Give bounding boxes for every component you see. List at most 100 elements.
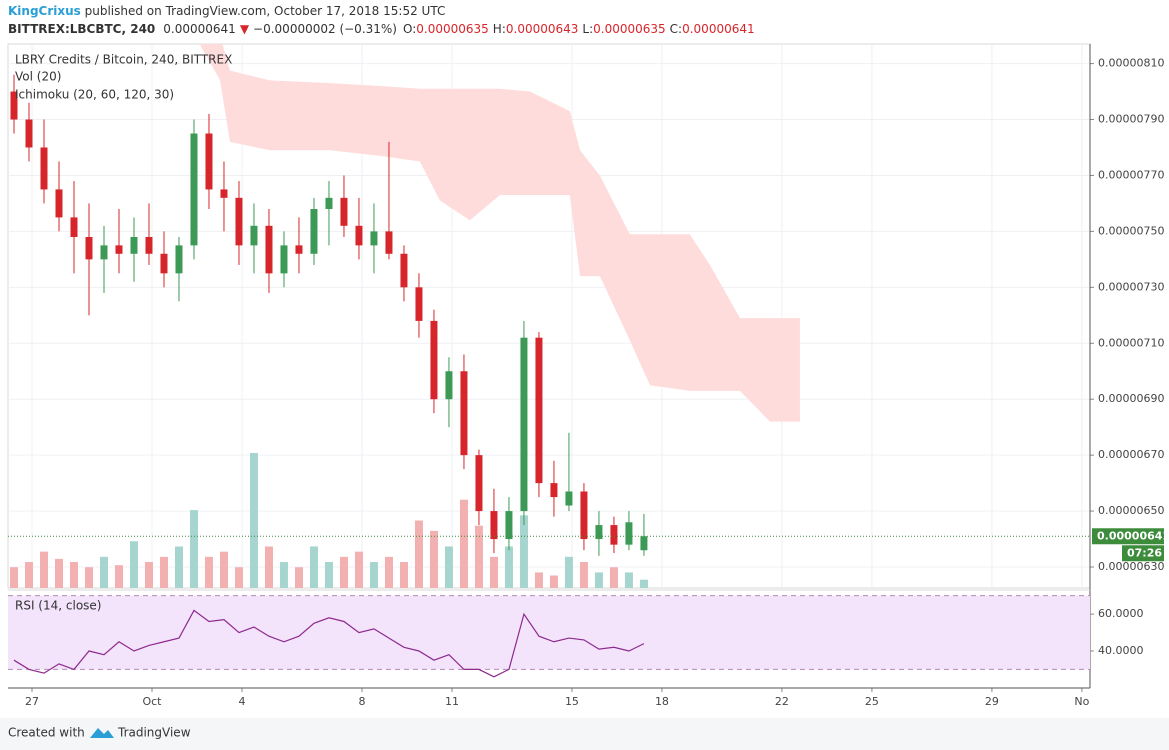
ichimoku-label: Ichimoku (20, 60, 120, 30) xyxy=(15,88,174,102)
volume-bar xyxy=(234,567,243,588)
x-tick-label: 18 xyxy=(655,695,669,708)
y-tick-label: 0.00000710 xyxy=(1098,336,1164,349)
volume-bar xyxy=(534,572,543,588)
y-tick-label: 0.00000770 xyxy=(1098,168,1164,181)
y-tick-label: 0.00000690 xyxy=(1098,392,1164,405)
candle-body xyxy=(565,491,573,506)
y-tick-label: 0.00000810 xyxy=(1098,57,1164,70)
volume-bar xyxy=(429,530,438,588)
volume-bar xyxy=(504,546,513,588)
volume-bar xyxy=(549,575,558,588)
volume-bar xyxy=(354,551,363,588)
candle-body xyxy=(265,225,273,274)
volume-bar xyxy=(294,567,303,588)
candle-body xyxy=(400,253,408,288)
candle-body xyxy=(25,119,33,148)
ohlc-value: 0.00000643 xyxy=(506,22,579,36)
logo xyxy=(90,728,114,738)
candle-body xyxy=(40,147,48,190)
candle-body xyxy=(625,522,633,545)
volume-bar xyxy=(99,556,108,588)
volume-bar xyxy=(84,567,93,588)
x-tick-label: 22 xyxy=(775,695,789,708)
volume-bar xyxy=(339,556,348,588)
volume-bar xyxy=(69,562,78,588)
volume-bar xyxy=(249,453,258,588)
x-tick-label: 29 xyxy=(985,695,999,708)
candle-body xyxy=(145,236,153,254)
volume-bar xyxy=(144,562,153,588)
symbol: BITTREX:LBCBTC, 240 xyxy=(8,22,155,36)
volume-bar xyxy=(624,572,633,588)
candle-body xyxy=(310,209,318,254)
x-tick-label: 25 xyxy=(865,695,879,708)
rsi-label: RSI (14, close) xyxy=(15,599,101,613)
candle-body xyxy=(460,371,468,456)
countdown-box xyxy=(1122,545,1164,562)
last-price-box xyxy=(1092,528,1164,545)
volume-bar xyxy=(474,525,483,588)
candle-body xyxy=(580,491,588,540)
author[interactable]: KingCrixus xyxy=(8,4,81,18)
last-price-label: 0.00000641 xyxy=(1097,529,1169,542)
candle-body xyxy=(385,231,393,254)
candle-body xyxy=(100,245,108,260)
ichimoku-cloud xyxy=(199,44,800,422)
ohlc-value: 0.00000641 xyxy=(682,22,755,36)
published: published on TradingView.com, October 17… xyxy=(81,4,446,18)
candle-body xyxy=(430,320,438,400)
candle-body xyxy=(475,455,483,512)
volume-bar xyxy=(114,565,123,588)
candle-body xyxy=(535,337,543,484)
x-tick-label: Oct xyxy=(142,695,162,708)
candle-body xyxy=(205,133,213,190)
volume-bar xyxy=(399,562,408,588)
candle-body xyxy=(355,225,363,246)
y-tick-label: 0.00000670 xyxy=(1098,448,1164,461)
candle-body xyxy=(550,483,558,498)
candle-body xyxy=(10,91,18,120)
volume-bar xyxy=(594,572,603,588)
candle-body xyxy=(325,197,333,210)
candle-body xyxy=(190,133,198,246)
volume-bar xyxy=(324,562,333,588)
volume-bar xyxy=(369,562,378,588)
volume-bar xyxy=(639,579,648,588)
footer-brand[interactable]: TradingView xyxy=(117,726,191,740)
volume-bar xyxy=(459,499,468,588)
y-tick-label: 0.00000650 xyxy=(1098,504,1164,517)
candle-body xyxy=(55,189,63,218)
candle-body xyxy=(295,245,303,254)
x-tick-label: 27 xyxy=(25,695,39,708)
volume-bar xyxy=(414,520,423,588)
volume-bar xyxy=(39,551,48,588)
candle-body xyxy=(70,217,78,237)
rsi-line xyxy=(13,609,645,678)
x-tick-label: 8 xyxy=(358,695,365,708)
footer-bar xyxy=(0,718,1169,750)
candle-body xyxy=(220,189,228,198)
candle-body xyxy=(175,245,183,274)
volume-label: Vol (20) xyxy=(15,70,61,84)
change: −0.00000002 (−0.31%) xyxy=(253,22,397,36)
volume-bar xyxy=(384,556,393,588)
volume-bar xyxy=(174,546,183,588)
x-tick-label: 15 xyxy=(565,695,579,708)
rsi-tick-label: 40.0000 xyxy=(1098,644,1144,657)
volume-bar xyxy=(279,562,288,588)
y-tick-label: 0.00000630 xyxy=(1098,560,1164,573)
candle-body xyxy=(505,511,513,540)
volume-bar xyxy=(519,515,528,588)
candle-body xyxy=(595,525,603,540)
candle-body xyxy=(610,525,618,545)
x-tick-label: No xyxy=(1074,695,1089,708)
rsi-tick-label: 60.0000 xyxy=(1098,607,1144,620)
ohlc-key: O: xyxy=(403,22,416,36)
last: 0.00000641 xyxy=(163,22,236,36)
ohlc-value: 0.00000635 xyxy=(416,22,489,36)
ohlc-key: C: xyxy=(670,22,682,36)
candle-body xyxy=(115,245,123,254)
header-line: KingCrixus published on TradingView.com,… xyxy=(8,4,445,18)
chart-title: LBRY Credits / Bitcoin, 240, BITTREX xyxy=(15,53,232,67)
countdown: 07:26 xyxy=(1127,546,1162,559)
